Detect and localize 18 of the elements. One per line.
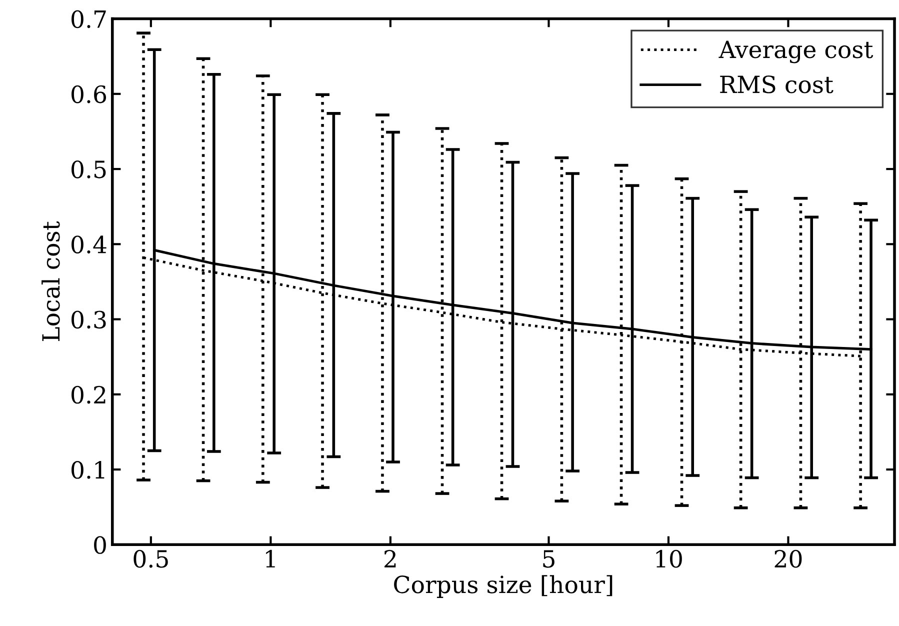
y-tick-label: 0 — [94, 536, 106, 554]
y-tick-label: 0.3 — [72, 310, 106, 329]
legend-label: Average cost — [718, 40, 874, 64]
legend-label: RMS cost — [720, 75, 834, 94]
x-tick-label: 0.5 — [134, 550, 168, 568]
x-tick-label: 5 — [543, 550, 554, 568]
y-tick-label: 0.5 — [72, 160, 106, 178]
y-tick-label: 0.4 — [72, 236, 106, 254]
x-axis-title: Corpus size [hour] — [394, 575, 612, 598]
y-tick-label: 0.6 — [72, 85, 106, 104]
y-tick-label: 0.7 — [72, 10, 106, 28]
y-tick-label: 0.1 — [72, 460, 104, 479]
y-axis-title: Local cost — [42, 221, 60, 342]
x-tick-label: 1 — [266, 550, 275, 568]
y-tick-label: 0.2 — [72, 386, 106, 404]
x-tick-label: 10 — [656, 550, 682, 568]
x-tick-label: 20 — [774, 550, 802, 568]
x-tick-label: 2 — [384, 550, 396, 568]
